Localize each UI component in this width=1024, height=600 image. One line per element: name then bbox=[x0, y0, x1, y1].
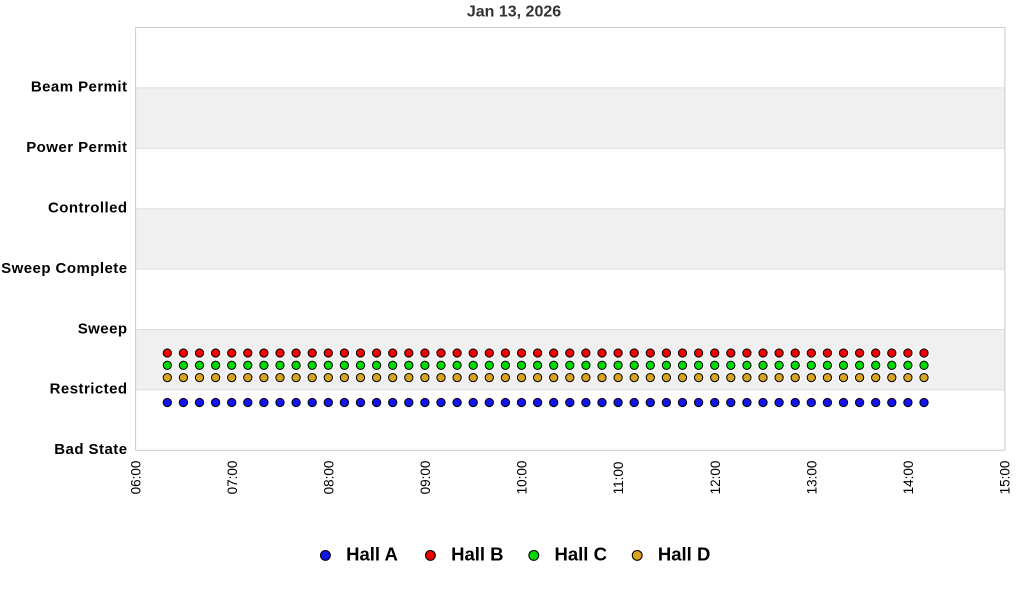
svg-text:Restricted: Restricted bbox=[50, 381, 128, 398]
svg-text:15:00: 15:00 bbox=[998, 461, 1013, 495]
svg-text:Bad State: Bad State bbox=[54, 441, 127, 458]
svg-text:09:00: 09:00 bbox=[418, 461, 433, 495]
svg-text:13:00: 13:00 bbox=[804, 461, 819, 495]
svg-text:11:00: 11:00 bbox=[611, 462, 626, 495]
svg-text:Power Permit: Power Permit bbox=[26, 139, 127, 156]
svg-text:Hall A: Hall A bbox=[346, 544, 398, 565]
svg-text:12:00: 12:00 bbox=[708, 461, 723, 495]
svg-text:Sweep: Sweep bbox=[78, 320, 128, 337]
svg-text:Hall C: Hall C bbox=[555, 544, 607, 565]
svg-text:08:00: 08:00 bbox=[322, 461, 337, 495]
svg-text:07:00: 07:00 bbox=[225, 461, 240, 495]
svg-text:Sweep Complete: Sweep Complete bbox=[1, 260, 127, 277]
svg-text:Beam Permit: Beam Permit bbox=[31, 79, 128, 96]
svg-text:Jan 13, 2026: Jan 13, 2026 bbox=[467, 4, 561, 21]
svg-text:06:00: 06:00 bbox=[128, 461, 143, 495]
svg-text:Controlled: Controlled bbox=[48, 200, 128, 217]
svg-text:10:00: 10:00 bbox=[515, 461, 530, 495]
svg-text:Hall D: Hall D bbox=[658, 544, 710, 565]
svg-text:Hall B: Hall B bbox=[451, 544, 503, 565]
svg-text:14:00: 14:00 bbox=[901, 461, 916, 495]
